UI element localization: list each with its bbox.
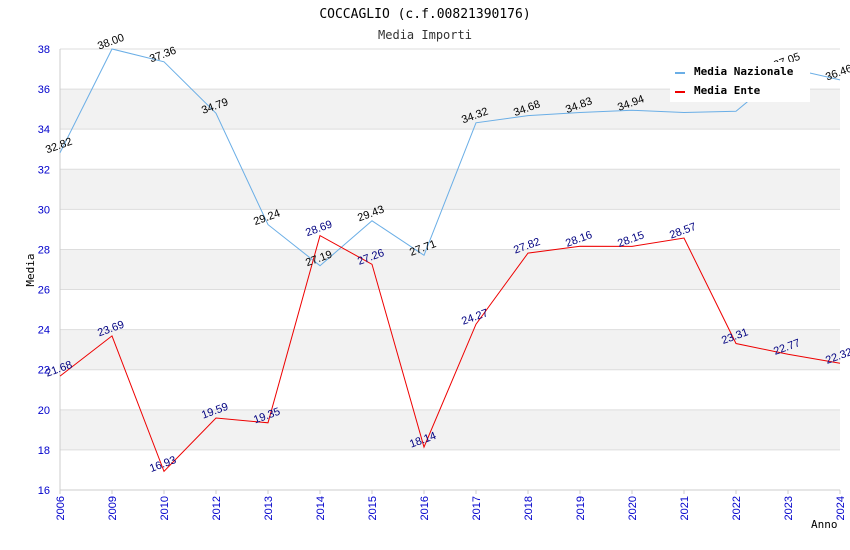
band <box>60 129 840 170</box>
y-tick-label: 26 <box>38 285 50 297</box>
y-tick-label: 36 <box>38 84 50 96</box>
x-axis-ticks: 2006 2009 2010 2012 2013 2014 2015 2016 2017 2018… <box>55 490 847 520</box>
x-tick-label: 2022 <box>731 496 743 520</box>
x-tick-label: 2019 <box>575 496 587 520</box>
x-tick-label: 2021 <box>679 496 691 520</box>
band <box>60 329 840 370</box>
x-tick-label: 2020 <box>627 496 639 520</box>
band <box>60 249 840 290</box>
legend-box <box>670 62 810 102</box>
x-tick-label: 2024 <box>835 496 847 520</box>
y-tick-label: 30 <box>38 204 50 216</box>
band <box>60 449 840 490</box>
x-tick-label: 2006 <box>55 496 67 520</box>
y-tick-label: 32 <box>38 164 50 176</box>
y-tick-label: 18 <box>38 445 50 457</box>
series-line-media-ente <box>59 234 841 473</box>
y-tick-label: 28 <box>38 244 50 256</box>
y-tick-label: 24 <box>38 325 50 337</box>
x-tick-label: 2018 <box>523 496 535 520</box>
x-tick-label: 2017 <box>471 496 483 520</box>
legend-label-media-ente: Media Ente <box>694 84 761 97</box>
chart-subtitle: Media Importi <box>378 28 472 42</box>
x-tick-label: 2013 <box>263 496 275 520</box>
chart-title: COCCAGLIO (c.f.00821390176) <box>319 7 530 22</box>
x-tick-label: 2016 <box>419 496 431 520</box>
band <box>60 209 840 250</box>
x-tick-label: 2014 <box>315 496 327 520</box>
band <box>60 409 840 450</box>
y-axis-ticks: 16 18 20 22 24 26 28 30 32 34 36 38 <box>38 44 50 497</box>
y-tick-label: 22 <box>38 365 50 377</box>
series-line-media-nazionale <box>59 48 841 267</box>
y-tick-label: 38 <box>38 44 50 56</box>
y-axis-title: Media <box>24 253 37 286</box>
x-tick-label: 2009 <box>107 496 119 520</box>
y-tick-label: 20 <box>38 405 50 417</box>
legend: Media Nazionale Media Ente <box>670 62 810 102</box>
x-tick-label: 2015 <box>367 496 379 520</box>
x-axis-title: Anno <box>811 518 838 531</box>
series-lines <box>59 48 841 473</box>
y-tick-label: 34 <box>38 124 50 136</box>
x-tick-label: 2010 <box>159 496 171 520</box>
x-tick-label: 2023 <box>783 496 795 520</box>
y-tick-label: 16 <box>38 485 50 497</box>
band <box>60 369 840 410</box>
background-bands <box>60 49 840 490</box>
band <box>60 289 840 330</box>
legend-label-media-nazionale: Media Nazionale <box>694 65 794 78</box>
x-tick-label: 2012 <box>211 496 223 520</box>
